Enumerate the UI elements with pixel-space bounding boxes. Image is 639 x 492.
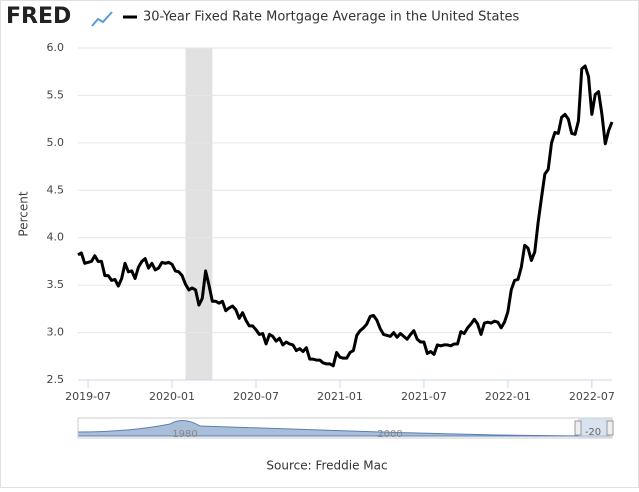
navigator-label: 1980 — [172, 429, 197, 440]
navigator-label: -20 — [585, 427, 601, 438]
navigator-window — [578, 418, 612, 438]
y-tick-label: 2.5 — [47, 373, 65, 386]
legend-label: 30-Year Fixed Rate Mortgage Average in t… — [143, 10, 520, 25]
navigator-area — [77, 419, 611, 437]
y-tick-label: 3.5 — [47, 278, 65, 291]
y-tick-label: 6.0 — [47, 41, 65, 54]
x-tick-label: 2021-07 — [401, 390, 447, 403]
navigator-handle[interactable] — [574, 420, 582, 436]
y-axis-label: Percent — [17, 191, 31, 236]
x-tick-label: 2020-01 — [149, 390, 195, 403]
y-tick-label: 4.0 — [47, 231, 65, 244]
line-series — [77, 64, 614, 368]
plot: 2.5 3.0 3.5 4.0 4.5 5.0 5.5 6.0 2019-07 2020-01 20… — [47, 41, 615, 403]
x-tick-label: 2022-07 — [569, 390, 615, 403]
navigator-handle[interactable] — [606, 420, 614, 436]
navigator-label: 2000 — [377, 429, 402, 440]
x-tick-label: 2022-01 — [485, 390, 531, 403]
y-tick-label: 4.5 — [47, 183, 65, 196]
x-tick-label: 2021-01 — [317, 390, 363, 403]
y-tick-label: 5.5 — [47, 88, 65, 101]
logo-icon — [91, 11, 113, 27]
y-tick-label: 5.0 — [47, 136, 65, 149]
x-tick-label: 2019-07 — [65, 390, 111, 403]
recession-band — [185, 48, 213, 380]
x-tick-label: 2020-07 — [233, 390, 279, 403]
source: Source: Freddie Mac — [266, 459, 387, 473]
y-tick-label: 3.0 — [47, 326, 65, 339]
logo: FRED — [6, 4, 71, 29]
